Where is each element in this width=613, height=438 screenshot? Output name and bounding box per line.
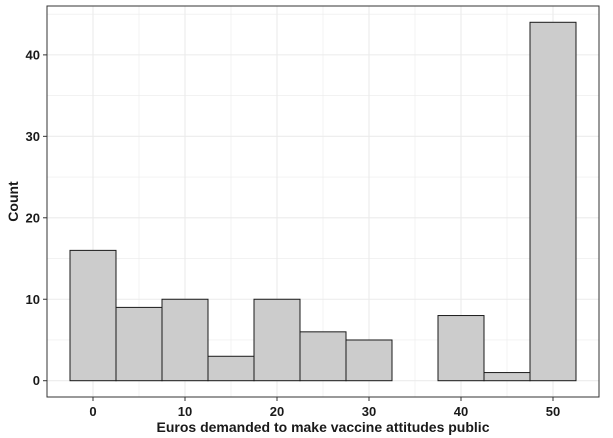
histogram-bar (207, 355, 255, 382)
x-tick-label: 50 (546, 404, 560, 419)
panel-border (46, 5, 600, 398)
histogram-bar (253, 298, 301, 382)
histogram-bar (299, 331, 347, 382)
x-tick-label: 10 (178, 404, 192, 419)
x-axis-title: Euros demanded to make vaccine attitudes… (157, 419, 490, 435)
histogram-bar (69, 249, 117, 382)
y-axis-ticks: 0 10 20 30 40 (26, 47, 47, 388)
histogram-bar (115, 306, 163, 382)
x-axis-ticks: 0 10 20 30 40 50 (89, 397, 560, 419)
y-axis-title: Count (5, 181, 21, 222)
x-tick-label: 30 (362, 404, 376, 419)
y-tick-label: 30 (26, 129, 40, 144)
y-tick-label: 10 (26, 292, 40, 307)
y-tick-label: 20 (26, 210, 40, 225)
histogram-bar (437, 315, 485, 382)
histogram-bar (161, 298, 209, 382)
x-tick-label: 20 (270, 404, 284, 419)
x-tick-label: 40 (454, 404, 468, 419)
histogram-bar (345, 339, 393, 382)
y-tick-label: 40 (26, 47, 40, 62)
histogram-bar (483, 372, 531, 382)
bars (69, 21, 577, 382)
x-tick-label: 0 (89, 404, 96, 419)
y-tick-label: 0 (33, 373, 40, 388)
histogram-bar (529, 21, 577, 382)
